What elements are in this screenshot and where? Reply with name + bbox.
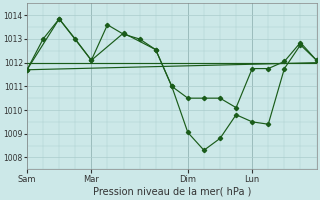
X-axis label: Pression niveau de la mer( hPa ): Pression niveau de la mer( hPa ) <box>92 187 251 197</box>
